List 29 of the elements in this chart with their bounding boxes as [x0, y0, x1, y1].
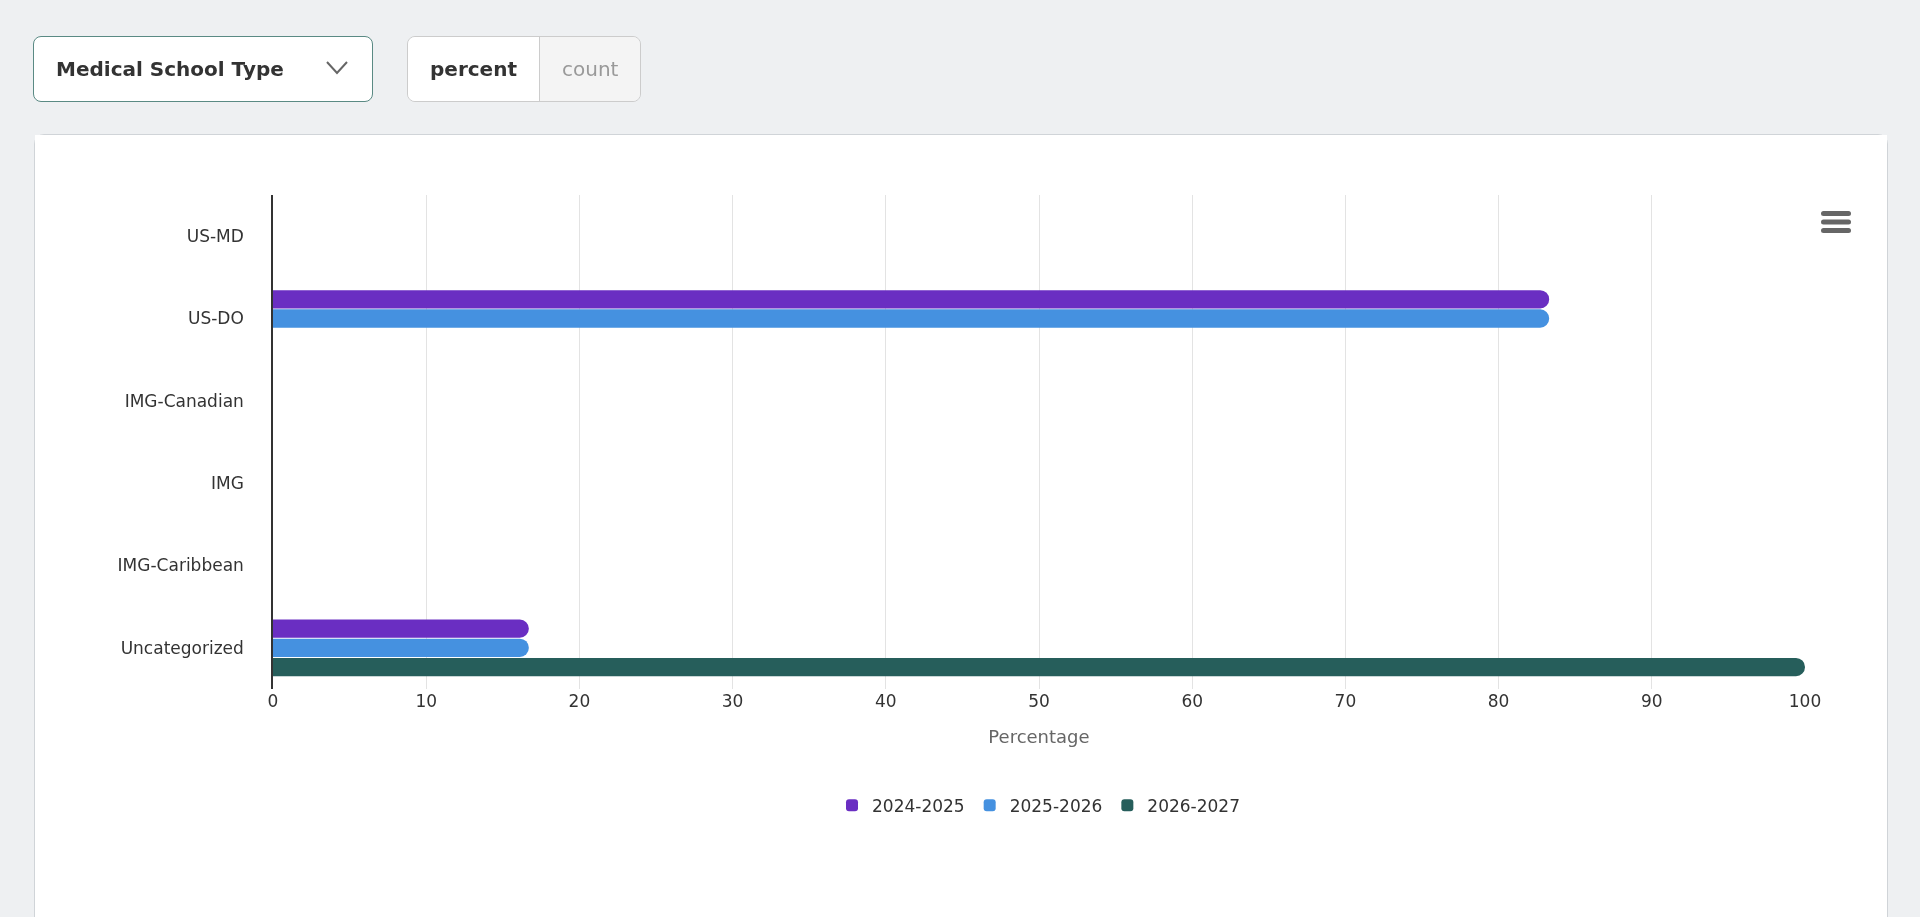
x-tick-label: 0 [267, 691, 279, 711]
legend-label: 2024-2025 [872, 795, 965, 816]
x-tick-label: 60 [1181, 691, 1204, 711]
y-tick-label: US-DO [188, 308, 244, 329]
y-tick-label: IMG-Canadian [124, 390, 244, 411]
x-tick-label: 70 [1334, 691, 1357, 711]
x-tick-label: 50 [1028, 691, 1050, 711]
bar [273, 619, 529, 638]
x-axis-title: Percentage [988, 726, 1090, 748]
bar [273, 638, 529, 657]
text: percent [408, 37, 540, 101]
x-tick-label: 80 [1487, 691, 1510, 711]
text: Medical School Type [56, 57, 284, 81]
legend-label: 2025-2026 [1009, 795, 1103, 816]
x-tick-label: 90 [1640, 691, 1663, 711]
y-tick-label: IMG [210, 473, 244, 494]
text: count [539, 37, 641, 101]
y-tick-label: IMG-Caribbean [117, 555, 244, 576]
bar [273, 657, 1805, 677]
x-tick-label: 100 [1788, 691, 1822, 711]
x-tick-label: 20 [568, 691, 591, 711]
y-tick-label: US-MD [186, 226, 244, 247]
y-tick-label: Uncategorized [120, 637, 244, 658]
bar [273, 309, 1550, 328]
x-tick-label: 40 [874, 691, 897, 711]
bar [273, 290, 1550, 309]
x-tick-label: 30 [721, 691, 744, 711]
legend-label: 2026-2027 [1147, 795, 1241, 816]
x-tick-label: 10 [415, 691, 438, 711]
